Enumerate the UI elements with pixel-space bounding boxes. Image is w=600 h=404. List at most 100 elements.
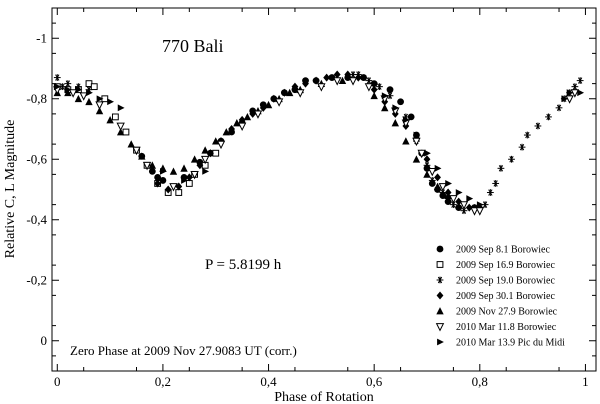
data-point-asterisk: [376, 83, 383, 91]
data-point-triangle-down-open: [364, 83, 374, 92]
data-point-triangle: [74, 94, 83, 103]
data-point-triangle-down-open: [296, 89, 305, 98]
data-point-circle: [148, 167, 156, 175]
data-point-diamond: [312, 76, 320, 85]
y-axis-title: Relative C, L Magnitude: [3, 120, 18, 259]
data-point-triangle-right: [107, 98, 114, 106]
data-point-circle: [154, 174, 162, 181]
data-point-triangle-right: [117, 104, 125, 112]
data-point-triangle-right: [392, 104, 400, 112]
data-point-triangle-right: [64, 86, 72, 94]
legend: 2009 Sep 8.1 Borowiec 2009 Sep 16.9 Borow…: [435, 245, 565, 349]
data-point-circle: [407, 113, 415, 121]
data-point-triangle: [285, 88, 294, 97]
y-tick-label: -0,6: [26, 151, 47, 166]
data-point-circle: [386, 86, 394, 94]
data-point-triangle: [222, 128, 230, 136]
data-point-triangle-right: [455, 189, 463, 196]
data-point-diamond: [228, 125, 235, 133]
data-point-triangle: [106, 116, 114, 124]
data-point-triangle-right: [381, 92, 389, 100]
legend-label: 2009 Sep 16.9 Borowiec: [456, 260, 555, 271]
data-point-triangle-down-open: [317, 83, 326, 92]
y-tick-label: -0,8: [26, 91, 47, 106]
data-point-diamond: [354, 73, 362, 82]
data-point-circle: [455, 204, 463, 212]
data-point-diamond: [207, 149, 214, 158]
data-point-asterisk: [486, 189, 494, 196]
data-point-triangle-right: [402, 116, 410, 124]
data-point-triangle-down-open: [565, 95, 574, 104]
data-point-triangle: [116, 128, 125, 136]
data-points: [53, 70, 585, 216]
data-point-diamond: [164, 185, 172, 194]
chart-title: 770 Bali: [162, 36, 224, 56]
plot-frame: [51, 7, 597, 372]
data-point-diamond: [455, 197, 463, 206]
x-tick-label: 0,4: [260, 374, 277, 389]
data-point-diamond: [154, 179, 162, 188]
data-point-triangle-down-open: [95, 101, 104, 110]
legend-marker-square-open: [436, 261, 444, 268]
data-point-triangle: [138, 152, 146, 160]
data-point-triangle-right: [181, 177, 188, 184]
data-point-triangle-down-open: [190, 170, 199, 180]
y-tick-label: -0,2: [26, 272, 47, 287]
data-point-triangle-right: [466, 195, 474, 202]
x-tick-labels: 0 0,2 0,4 0,6 0,8 1: [54, 374, 589, 389]
zero-phase-label: Zero Phase at 2009 Nov 27.9083 UT (corr.…: [70, 343, 297, 358]
axis-ticks: [52, 8, 596, 371]
y-tick-label: -1: [36, 30, 47, 45]
period-label: P = 5.8199 h: [205, 257, 282, 273]
legend-marker-asterisk: [436, 276, 444, 284]
data-point-triangle-right: [577, 89, 585, 97]
data-point-asterisk: [423, 161, 431, 169]
data-point-triangle: [212, 137, 220, 145]
data-point-triangle: [381, 103, 389, 112]
data-point-triangle-right: [434, 164, 442, 172]
data-point-triangle-right: [424, 149, 431, 157]
data-point-triangle-right: [561, 95, 569, 103]
data-point-triangle-down-open: [200, 155, 210, 165]
legend-label: 2009 Nov 27.9 Borowiec: [456, 307, 558, 318]
x-tick-label: 0,2: [155, 374, 171, 389]
data-point-triangle-down-open: [412, 137, 421, 147]
data-point-asterisk: [576, 77, 584, 84]
data-point-triangle: [127, 140, 135, 148]
legend-marker-triangle: [436, 307, 444, 315]
data-point-asterisk: [449, 201, 457, 209]
data-point-triangle-down-open: [470, 207, 479, 216]
data-point-triangle: [412, 155, 421, 163]
data-point-asterisk: [428, 177, 436, 184]
data-point-triangle-down-open: [274, 98, 284, 107]
data-point-asterisk: [545, 113, 552, 121]
legend-label: 2009 Sep 30.1 Borowiec: [456, 291, 555, 302]
data-point-triangle: [264, 100, 273, 109]
data-point-triangle: [95, 106, 104, 115]
data-point-triangle-right: [476, 201, 484, 209]
data-point-diamond: [423, 155, 431, 164]
x-tick-label: 0,8: [472, 374, 488, 389]
data-point-circle: [397, 98, 404, 106]
legend-marker-diamond: [436, 291, 444, 300]
data-point-circle: [370, 80, 378, 88]
data-point-triangle-down-open: [216, 140, 226, 150]
data-point-circle: [159, 177, 167, 184]
data-point-diamond: [196, 161, 204, 170]
data-point-triangle-down-open: [459, 201, 469, 210]
data-point-triangle-down-open: [116, 122, 125, 131]
data-point-diamond: [323, 73, 331, 82]
data-point-diamond: [291, 82, 299, 91]
data-point-asterisk: [534, 122, 542, 130]
data-point-triangle-down-open: [570, 89, 580, 98]
data-point-diamond: [259, 103, 267, 112]
data-point-triangle: [370, 91, 378, 100]
data-point-asterisk: [555, 104, 563, 112]
legend-marker-circle: [436, 245, 444, 253]
data-point-asterisk: [518, 143, 526, 151]
x-tick-label: 1: [582, 374, 589, 389]
data-point-triangle: [423, 170, 431, 178]
data-point-diamond: [465, 203, 473, 212]
data-point-triangle-down-open: [332, 77, 342, 86]
